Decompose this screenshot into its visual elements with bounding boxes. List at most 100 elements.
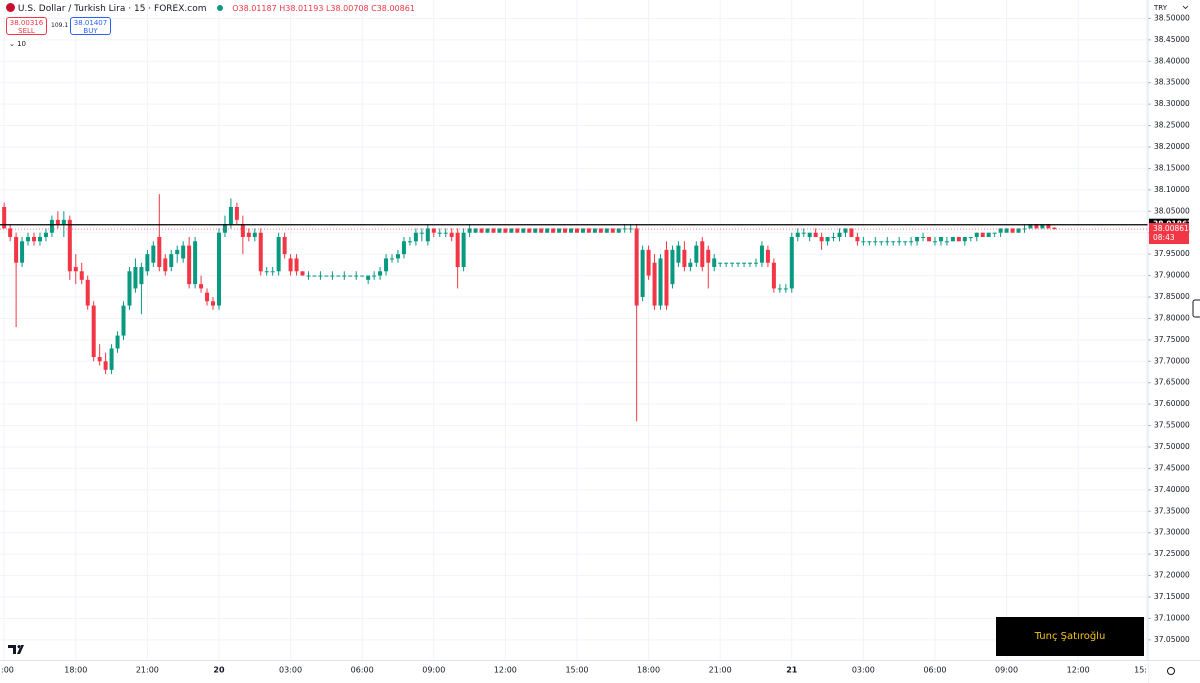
candle-body (879, 241, 884, 243)
candle-body (384, 258, 389, 272)
y-tick-label: 38.20000 (1154, 142, 1190, 151)
candle-body (992, 232, 997, 234)
candle-body (885, 241, 890, 243)
y-tick-label: 37.70000 (1154, 356, 1190, 365)
candle-body (85, 279, 90, 306)
candle-body (783, 288, 788, 290)
candle-body (216, 232, 221, 306)
indicator-count: 10 (17, 40, 27, 48)
candle-body (897, 241, 902, 243)
candle-body (79, 271, 84, 280)
candle-body (771, 262, 776, 289)
candle-body (139, 267, 144, 285)
candle-body (873, 241, 878, 243)
candle-body (419, 232, 424, 234)
candle-body (837, 232, 842, 237)
candle-body (306, 275, 311, 277)
candle-body (497, 228, 502, 233)
sell-label: SELL (18, 27, 35, 35)
buy-label: BUY (83, 27, 98, 35)
candle-body (1010, 228, 1015, 233)
candle-body (491, 228, 496, 233)
candle-body (1034, 224, 1039, 229)
last-price-box (1149, 223, 1189, 245)
y-tick-label: 37.15000 (1154, 592, 1190, 601)
candle-body (342, 275, 347, 277)
candle-body (390, 258, 395, 260)
buy-price: 38.01407 (73, 19, 108, 27)
y-tick-label: 37.95000 (1154, 249, 1190, 258)
x-tick-label: 15:00 (565, 666, 588, 675)
candle-body (646, 249, 651, 276)
candle-body (759, 245, 764, 263)
currency-label[interactable]: TRY (1153, 4, 1168, 12)
candle-body (801, 232, 806, 234)
price-axis-panel (1148, 0, 1200, 683)
candle-body (372, 275, 377, 277)
candle-body (330, 275, 335, 277)
candle-body (712, 258, 717, 267)
x-tick-label: 12:00 (494, 666, 517, 675)
x-tick-label: 12:00 (1067, 666, 1090, 675)
candle-body (700, 241, 705, 267)
candle-body (55, 219, 60, 225)
candle-body (849, 228, 854, 237)
watermark: Tunç Şatıroğlu (996, 617, 1144, 656)
candle-body (604, 228, 609, 233)
sell-button[interactable]: 38.00316 SELL (6, 17, 47, 35)
candle-body (688, 262, 693, 267)
price-axis: TRY 37.05000 37.10000 37.15000 37.20000 37.2… (1147, 0, 1200, 683)
currency-dropdown-icon[interactable] (1182, 5, 1189, 10)
candle-body (1016, 228, 1021, 233)
candle-body (569, 228, 574, 233)
candle-body (246, 232, 251, 237)
buy-button[interactable]: 38.01407 BUY (70, 17, 111, 35)
candle-body (545, 228, 550, 233)
candle-body (563, 228, 568, 233)
candle-body (724, 262, 729, 264)
candle-body (765, 249, 770, 263)
candle-body (921, 237, 926, 238)
candle-body (592, 228, 597, 233)
candle-body (211, 301, 216, 306)
y-tick-label: 37.10000 (1154, 613, 1190, 622)
candle-body (32, 237, 37, 242)
candle-body (1028, 224, 1033, 229)
candle-body (37, 237, 42, 242)
candle-body (234, 207, 239, 220)
candle-body (401, 241, 406, 255)
side-handle[interactable] (1192, 299, 1200, 318)
candle-body (855, 237, 860, 242)
candle-body (407, 241, 412, 243)
candle-body (431, 228, 436, 233)
candle-body (521, 228, 526, 233)
indicator-toggle[interactable]: ⌄ 10 (9, 40, 27, 48)
candle-body (324, 275, 329, 277)
candle-body (61, 219, 66, 225)
candle-body (366, 275, 371, 280)
settings-icon[interactable] (1167, 667, 1175, 675)
candle-body (551, 228, 556, 233)
candle-body (312, 275, 317, 277)
grid (0, 0, 1148, 660)
candle-body (240, 224, 245, 237)
candle-body (73, 267, 78, 272)
candle-body (175, 249, 180, 255)
candle-body (539, 228, 544, 233)
candle-body (1022, 228, 1027, 230)
candle-body (694, 245, 699, 263)
candle-body (932, 241, 937, 243)
candle-body (903, 241, 908, 243)
tradingview-logo (8, 645, 24, 654)
candle-body (49, 219, 54, 233)
candle-body (121, 305, 126, 336)
candle-body (199, 284, 204, 289)
x-tick-label: 20 (213, 666, 225, 675)
candle-body (252, 232, 257, 237)
candle-body (980, 232, 985, 237)
candle-body (425, 228, 430, 242)
y-tick-label: 38.10000 (1154, 185, 1190, 194)
candle-body (515, 228, 520, 233)
symbol-title[interactable]: U.S. Dollar / Turkish Lira · 15 · FOREX.… (17, 4, 207, 14)
